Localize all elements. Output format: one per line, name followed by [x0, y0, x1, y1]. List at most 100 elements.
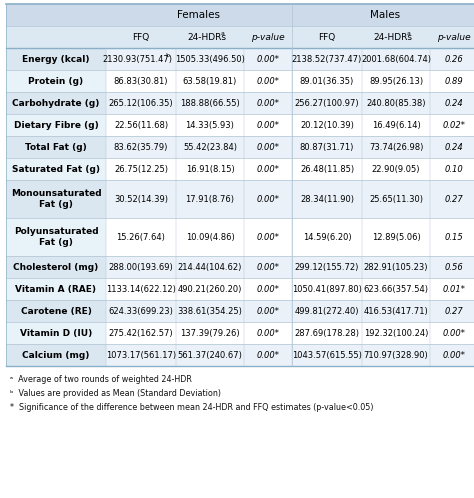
- Text: 0.00*: 0.00*: [256, 164, 280, 173]
- Text: 256.27(100.97): 256.27(100.97): [295, 99, 359, 108]
- Bar: [292, 114, 362, 136]
- Text: 1050.41(897.80): 1050.41(897.80): [292, 284, 362, 293]
- Bar: [6, 180, 106, 218]
- Text: 2130.93(751.47): 2130.93(751.47): [102, 54, 172, 64]
- Text: Carbohydrate (g): Carbohydrate (g): [12, 99, 100, 108]
- Text: 15.26(7.64): 15.26(7.64): [117, 233, 165, 242]
- Bar: [176, 344, 244, 366]
- Bar: [6, 70, 106, 92]
- Bar: [244, 92, 292, 114]
- Bar: [106, 70, 176, 92]
- Text: 1073.17(561.17): 1073.17(561.17): [106, 351, 176, 360]
- Text: 499.81(272.40): 499.81(272.40): [295, 306, 359, 316]
- Text: 20.12(10.39): 20.12(10.39): [300, 121, 354, 129]
- Text: Polyunsaturated
Fat (g): Polyunsaturated Fat (g): [14, 227, 98, 247]
- Bar: [6, 48, 106, 70]
- Text: 25.65(11.30): 25.65(11.30): [369, 195, 423, 204]
- Bar: [244, 180, 292, 218]
- Bar: [292, 70, 362, 92]
- Text: 282.91(105.23): 282.91(105.23): [364, 262, 428, 271]
- Text: 623.66(357.54): 623.66(357.54): [364, 284, 428, 293]
- Bar: [106, 256, 176, 278]
- Bar: [244, 218, 292, 256]
- Bar: [292, 4, 474, 26]
- Bar: [106, 344, 176, 366]
- Text: 14.59(6.20): 14.59(6.20): [303, 233, 351, 242]
- Bar: [176, 26, 244, 48]
- Bar: [176, 300, 244, 322]
- Bar: [292, 180, 362, 218]
- Text: 0.27: 0.27: [445, 195, 464, 204]
- Bar: [6, 256, 106, 278]
- Text: Males: Males: [370, 10, 400, 20]
- Bar: [6, 114, 106, 136]
- Bar: [244, 300, 292, 322]
- Bar: [362, 114, 430, 136]
- Bar: [6, 300, 106, 322]
- Text: 188.88(66.55): 188.88(66.55): [180, 99, 240, 108]
- Bar: [244, 114, 292, 136]
- Bar: [244, 136, 292, 158]
- Text: ᵇ  Values are provided as Mean (Standard Deviation): ᵇ Values are provided as Mean (Standard …: [10, 388, 221, 397]
- Text: 624.33(699.23): 624.33(699.23): [109, 306, 173, 316]
- Bar: [176, 70, 244, 92]
- Bar: [430, 278, 474, 300]
- Text: 0.02*: 0.02*: [443, 121, 465, 129]
- Text: 0.26: 0.26: [445, 54, 464, 64]
- Bar: [244, 256, 292, 278]
- Text: 1505.33(496.50): 1505.33(496.50): [175, 54, 245, 64]
- Bar: [106, 114, 176, 136]
- Text: 0.00*: 0.00*: [256, 142, 280, 151]
- Bar: [176, 218, 244, 256]
- Bar: [6, 92, 106, 114]
- Bar: [362, 48, 430, 70]
- Text: Saturated Fat (g): Saturated Fat (g): [12, 164, 100, 173]
- Text: Total Fat (g): Total Fat (g): [25, 142, 87, 151]
- Bar: [362, 256, 430, 278]
- Bar: [106, 300, 176, 322]
- Text: 63.58(19.81): 63.58(19.81): [183, 77, 237, 86]
- Bar: [430, 322, 474, 344]
- Bar: [430, 70, 474, 92]
- Bar: [244, 70, 292, 92]
- Text: 0.24: 0.24: [445, 99, 464, 108]
- Text: Carotene (RE): Carotene (RE): [20, 306, 91, 316]
- Text: 73.74(26.98): 73.74(26.98): [369, 142, 423, 151]
- Text: 287.69(178.28): 287.69(178.28): [294, 329, 359, 338]
- Text: FFQ: FFQ: [319, 32, 336, 41]
- Bar: [430, 218, 474, 256]
- Text: 0.24: 0.24: [445, 142, 464, 151]
- Text: 265.12(106.35): 265.12(106.35): [109, 99, 173, 108]
- Text: Females: Females: [177, 10, 220, 20]
- Text: 22.56(11.68): 22.56(11.68): [114, 121, 168, 129]
- Bar: [244, 26, 292, 48]
- Text: ᵃ  Average of two rounds of weighted 24-HDR: ᵃ Average of two rounds of weighted 24-H…: [10, 374, 192, 383]
- Text: 0.00*: 0.00*: [443, 351, 465, 360]
- Text: 0.00*: 0.00*: [256, 329, 280, 338]
- Bar: [362, 322, 430, 344]
- Text: 0.00*: 0.00*: [256, 99, 280, 108]
- Bar: [292, 322, 362, 344]
- Text: 24-HDRs: 24-HDRs: [188, 32, 227, 41]
- Bar: [430, 136, 474, 158]
- Bar: [362, 136, 430, 158]
- Text: 89.01(36.35): 89.01(36.35): [300, 77, 354, 86]
- Bar: [430, 256, 474, 278]
- Text: 0.00*: 0.00*: [256, 195, 280, 204]
- Text: 0.00*: 0.00*: [443, 329, 465, 338]
- Text: 30.52(14.39): 30.52(14.39): [114, 195, 168, 204]
- Text: 710.97(328.90): 710.97(328.90): [364, 351, 428, 360]
- Text: 240.80(85.38): 240.80(85.38): [366, 99, 426, 108]
- Text: b: b: [165, 52, 169, 57]
- Text: 561.37(240.67): 561.37(240.67): [178, 351, 242, 360]
- Text: Vitamin D (IU): Vitamin D (IU): [20, 329, 92, 338]
- Bar: [6, 158, 106, 180]
- Bar: [176, 256, 244, 278]
- Text: 2001.68(604.74): 2001.68(604.74): [361, 54, 431, 64]
- Text: 2138.52(737.47): 2138.52(737.47): [292, 54, 362, 64]
- Bar: [6, 26, 106, 48]
- Text: 14.33(5.93): 14.33(5.93): [185, 121, 235, 129]
- Text: 22.90(9.05): 22.90(9.05): [372, 164, 420, 173]
- Bar: [430, 344, 474, 366]
- Bar: [244, 48, 292, 70]
